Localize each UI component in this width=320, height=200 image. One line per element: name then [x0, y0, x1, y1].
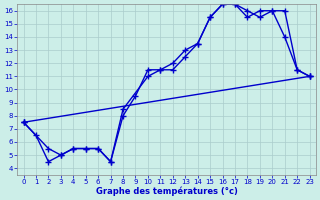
- X-axis label: Graphe des températures (°c): Graphe des températures (°c): [96, 186, 237, 196]
